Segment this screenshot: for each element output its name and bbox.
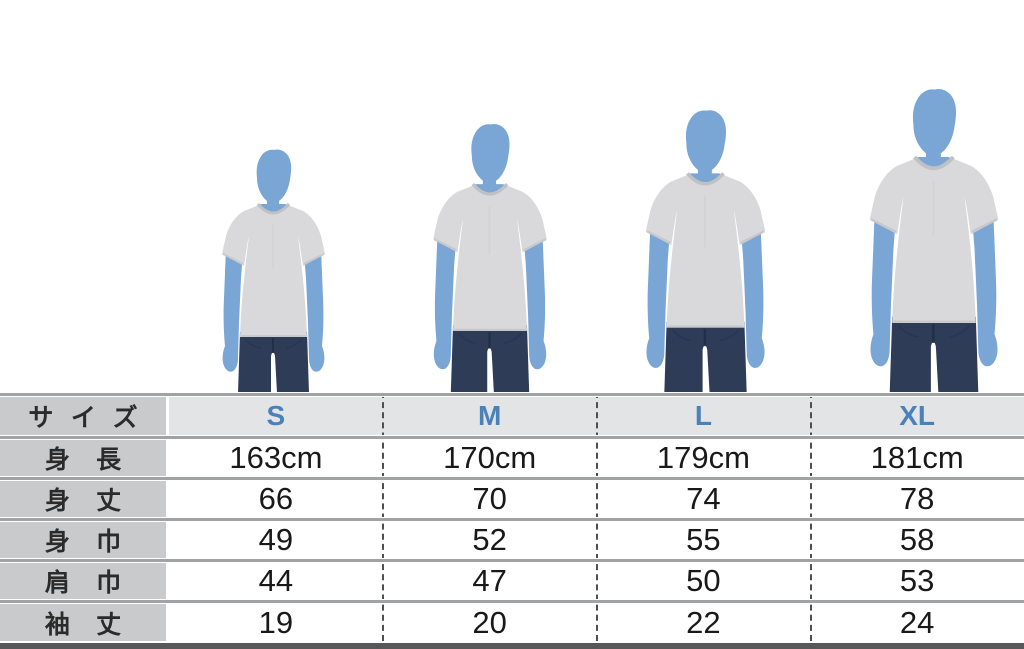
table-row-body-width: 身巾 49 52 55 58 [0,522,1024,558]
value-cell: 78 [810,481,1024,517]
row-separator [0,517,1024,522]
table-row-height: 身長 163cm 170cm 179cm 181cm [0,440,1024,476]
model-figure-m [431,122,549,393]
measure-label-cell: 身丈 [0,481,169,517]
measure-label: 身丈 [44,487,148,515]
value-cell: 24 [810,604,1024,641]
size-header-l: L [596,397,811,435]
row-separator [0,392,1024,397]
model-figure-xl [867,87,1001,393]
table-row-sleeve-length: 袖丈 19 20 22 24 [0,604,1024,641]
value-cell: 74 [596,481,811,517]
value-cell: 52 [382,522,597,558]
measure-label: 身長 [44,446,148,474]
column-divider-dashed [382,392,384,641]
measure-label-cell: 肩巾 [0,563,169,599]
size-header-xl: XL [810,397,1024,435]
value-cell: 66 [169,481,383,517]
value-cell: 170cm [382,440,597,476]
column-divider-dashed [596,392,598,641]
value-cell: 53 [810,563,1024,599]
row-separator [0,476,1024,481]
measure-label-cell: 袖丈 [0,604,169,641]
measure-label: 身巾 [44,528,148,556]
value-cell: 58 [810,522,1024,558]
value-cell: 20 [382,604,597,641]
value-cell: 47 [382,563,597,599]
value-cell: 179cm [596,440,811,476]
value-cell: 49 [169,522,383,558]
table-row-body-length: 身丈 66 70 74 78 [0,481,1024,517]
measure-label-cell: 身長 [0,440,169,476]
value-cell: 163cm [169,440,383,476]
measure-label: 肩巾 [44,569,148,597]
corner-label: サイズ [28,404,156,432]
table-row-shoulder-width: 肩巾 44 47 50 53 [0,563,1024,599]
value-cell: 19 [169,604,383,641]
model-figure-l [644,108,767,393]
value-cell: 22 [596,604,811,641]
value-cell: 50 [596,563,811,599]
size-table: サイズ S M L XL 身長 163cm 170cm 179cm 181cm … [0,392,1024,649]
header-corner-cell: サイズ [0,397,169,435]
size-header-s: S [169,397,383,435]
row-separator [0,435,1024,440]
column-divider-dashed [810,392,812,641]
row-separator [0,558,1024,563]
size-header-m: M [382,397,597,435]
table-header-row: サイズ S M L XL [0,397,1024,435]
measure-label-cell: 身巾 [0,522,169,558]
row-separator [0,599,1024,604]
value-cell: 55 [596,522,811,558]
measure-label: 袖丈 [44,610,148,639]
model-figure-s [220,148,327,393]
value-cell: 181cm [810,440,1024,476]
value-cell: 44 [169,563,383,599]
value-cell: 70 [382,481,597,517]
table-bottom-border [0,641,1024,649]
